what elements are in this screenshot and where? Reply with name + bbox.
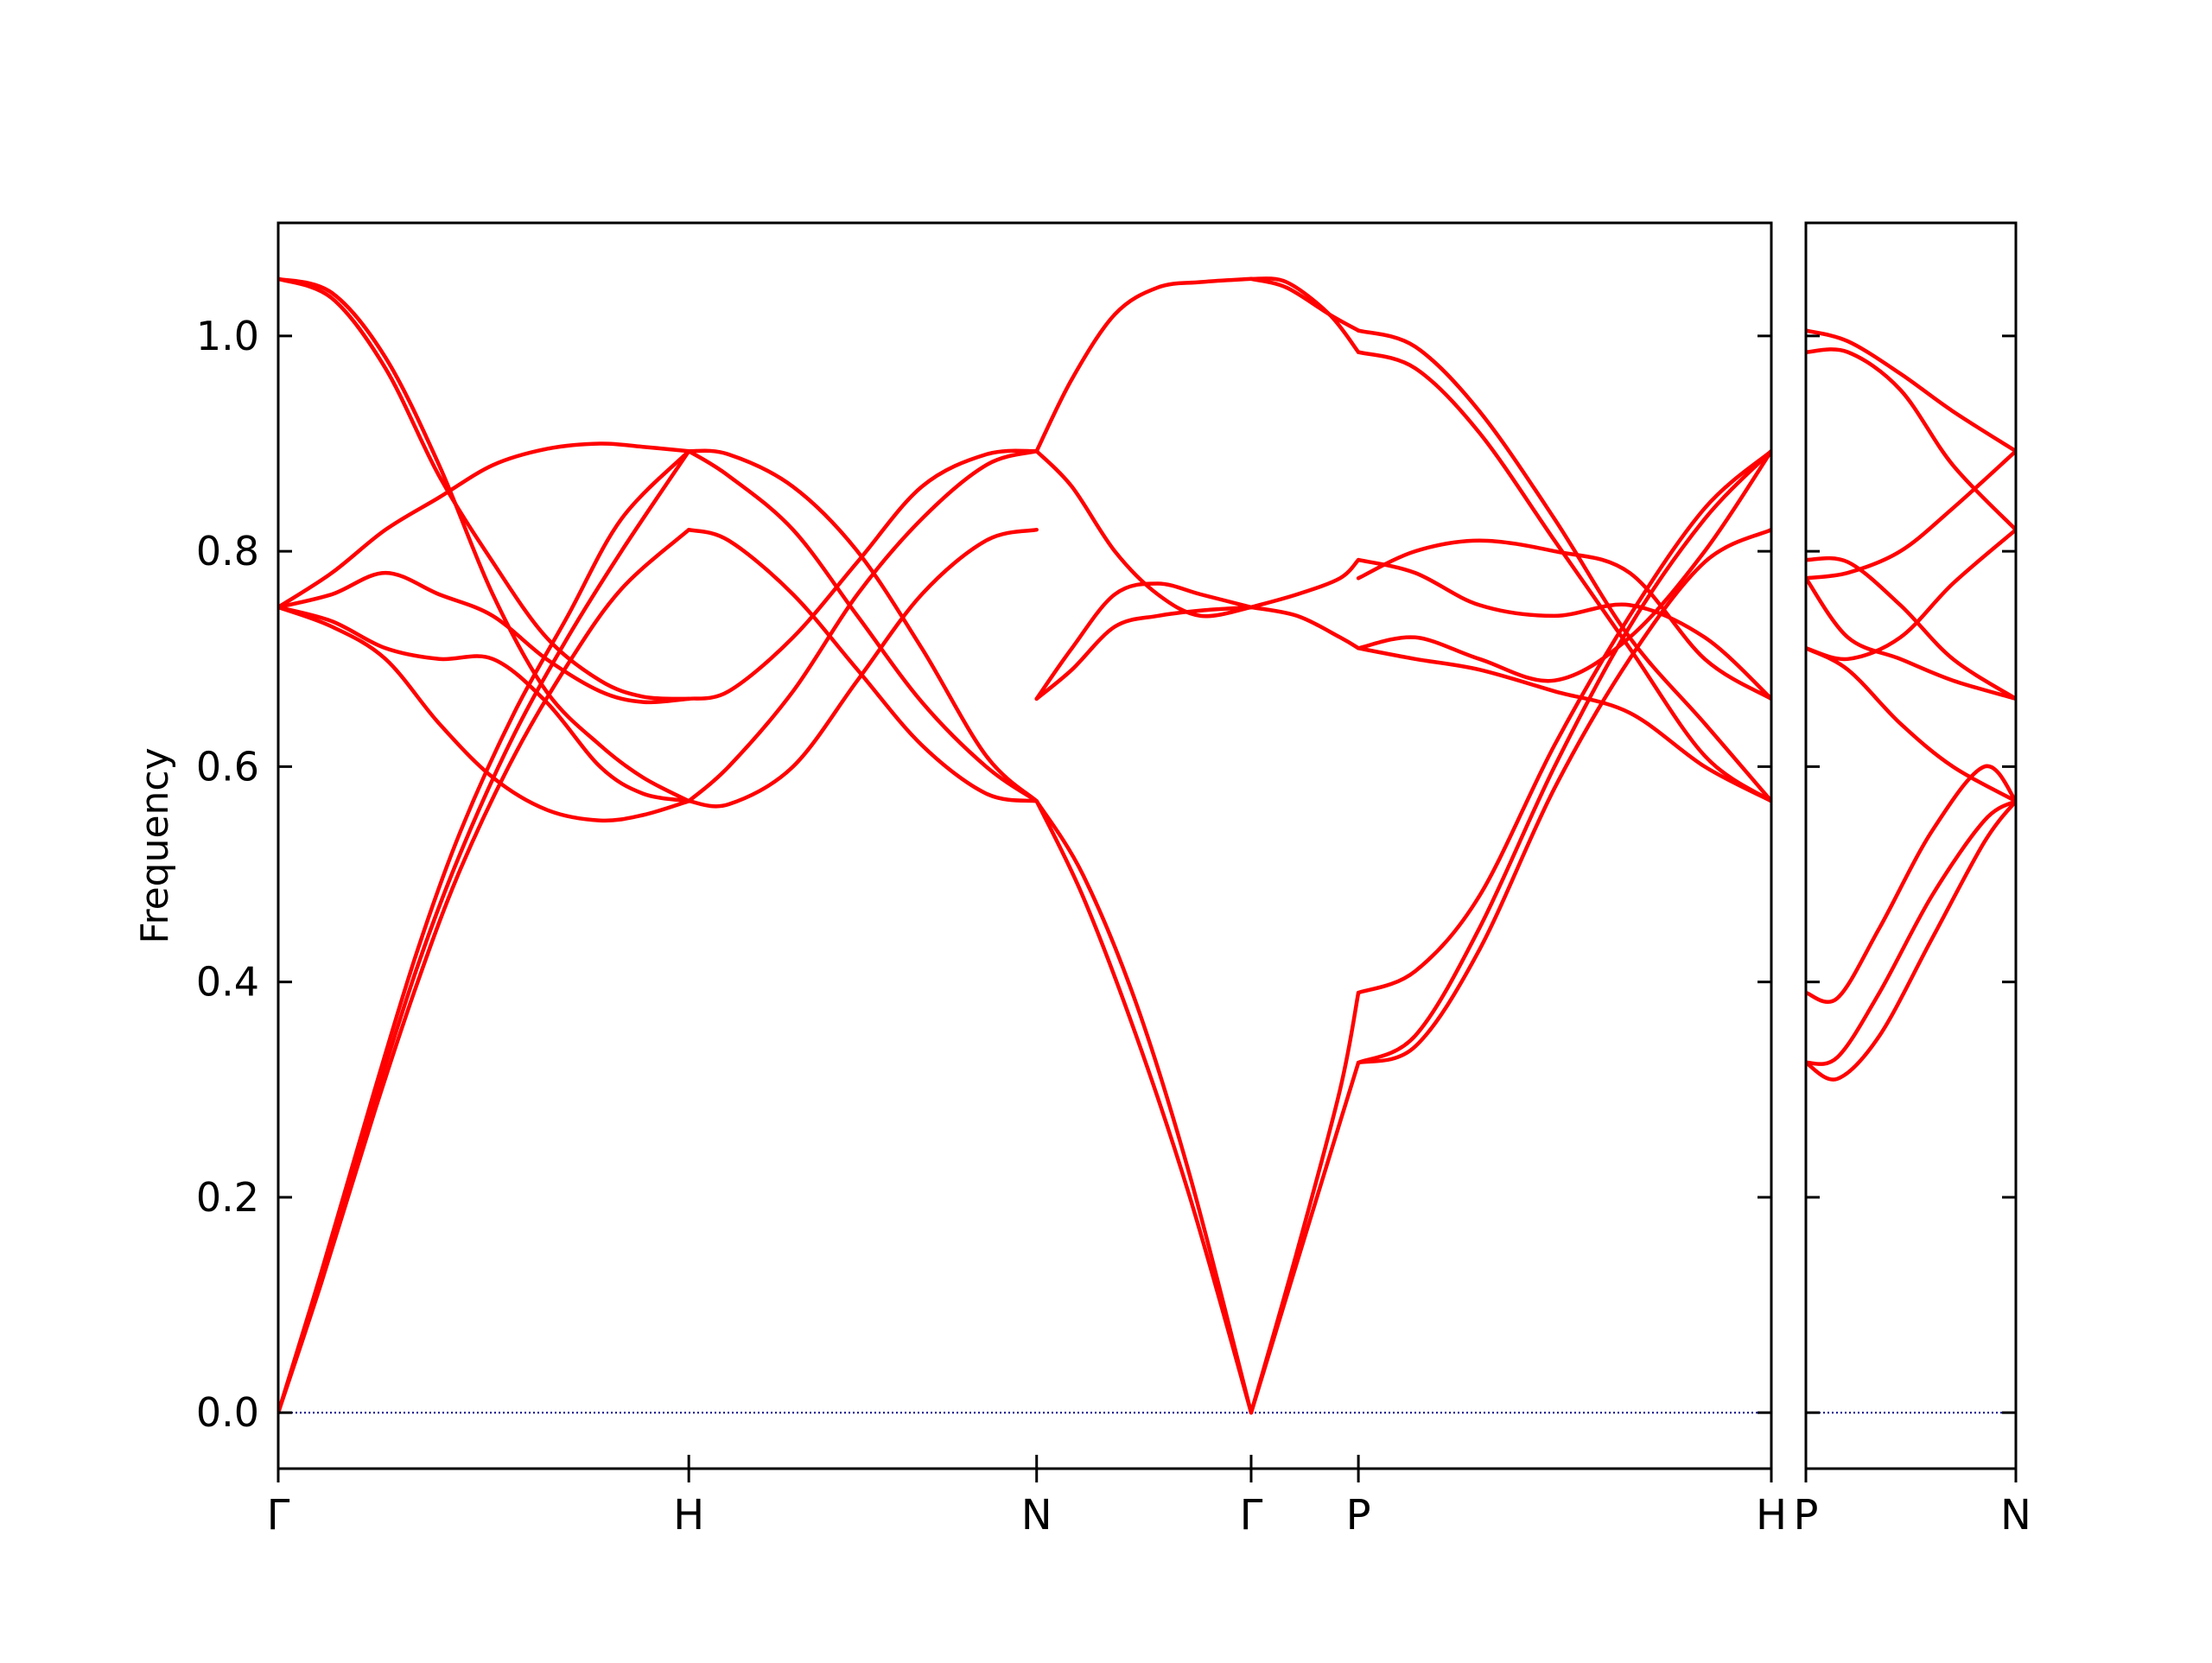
y-axis-label: Frequency bbox=[133, 747, 177, 943]
left-panel-band-line-5 bbox=[278, 570, 691, 705]
left-panel-band-line-29 bbox=[1356, 527, 1771, 1065]
left-panel-band-line-24 bbox=[1249, 276, 1361, 333]
ytick-label-0: 0.0 bbox=[196, 1389, 259, 1436]
right-panel-band-line-4 bbox=[1806, 347, 2016, 532]
left-panel-xtick-label-3: Γ bbox=[1240, 1491, 1263, 1539]
left-panel-band-line-26 bbox=[1249, 605, 1361, 651]
left-panel-band-line-11 bbox=[686, 448, 1039, 701]
left-panel-band-line-20 bbox=[1034, 448, 1254, 619]
ytick-label-4: 0.8 bbox=[196, 528, 259, 574]
left-panel: 0.0 0.2 0.4 0.6 0.8 1.0 Γ H N Γ P H bbox=[196, 221, 1787, 1539]
left-panel-band-line-30 bbox=[1356, 328, 1771, 803]
right-panel-frame bbox=[1804, 221, 2018, 1470]
left-panel-xtick-label-4: P bbox=[1346, 1491, 1371, 1539]
left-panel-band-line-10 bbox=[686, 527, 1039, 803]
ytick-label-3: 0.6 bbox=[196, 743, 259, 790]
left-panel-band-line-33 bbox=[1356, 538, 1771, 701]
right-panel-band-line-6 bbox=[1806, 555, 2016, 701]
right-panel-bands bbox=[1806, 328, 2016, 1414]
left-panel-band-line-3 bbox=[278, 276, 691, 803]
left-panel-band-line-35 bbox=[1356, 448, 1771, 683]
left-panel-xtick-label-5: H bbox=[1756, 1491, 1787, 1539]
left-panel-band-line-23 bbox=[1249, 276, 1361, 354]
ytick-label-1: 0.2 bbox=[196, 1174, 259, 1221]
left-panel-xtick-label-2: N bbox=[1021, 1491, 1052, 1539]
right-panel-band-line-9 bbox=[1806, 576, 2016, 701]
left-panel-band-line-0 bbox=[278, 448, 691, 1415]
right-panel-xtick-label-0: P bbox=[1794, 1491, 1819, 1539]
left-panel-band-line-6 bbox=[278, 441, 691, 610]
right-panel-band-line-8 bbox=[1806, 646, 2016, 803]
right-panel-band-line-0 bbox=[1806, 799, 2016, 1082]
left-panel-band-line-34 bbox=[1356, 646, 1771, 803]
left-panel-band-line-8 bbox=[278, 605, 691, 823]
left-panel-band-line-7 bbox=[278, 605, 691, 803]
left-panel-band-line-25 bbox=[1249, 557, 1361, 610]
left-panel-xtick-label-0: Γ bbox=[267, 1491, 290, 1539]
left-panel-band-line-16 bbox=[1034, 799, 1254, 1415]
left-panel-band-line-27 bbox=[1356, 448, 1771, 1065]
left-panel-bands bbox=[278, 276, 1771, 1415]
ytick-label-2: 0.4 bbox=[196, 959, 259, 1006]
left-panel-xtick-label-1: H bbox=[673, 1491, 704, 1539]
left-panel-band-line-15 bbox=[1034, 799, 1254, 1415]
left-panel-band-line-32 bbox=[1356, 557, 1771, 701]
right-panel-band-line-3 bbox=[1806, 328, 2016, 454]
left-panel-band-line-14 bbox=[686, 448, 1039, 803]
left-panel-frame bbox=[276, 221, 1773, 1470]
right-panel-xtick-label-1: N bbox=[2000, 1491, 2031, 1539]
right-panel-band-line-1 bbox=[1806, 799, 2016, 1066]
left-panel-band-line-28 bbox=[1356, 448, 1771, 995]
left-panel-band-line-31 bbox=[1356, 350, 1771, 803]
right-panel-band-line-2 bbox=[1806, 764, 2016, 1005]
left-panel-band-line-13 bbox=[686, 448, 1039, 803]
left-panel-band-line-4 bbox=[278, 276, 691, 701]
left-panel-band-line-9 bbox=[686, 448, 1039, 803]
left-panel-band-line-1 bbox=[278, 448, 691, 1415]
left-panel-band-line-19 bbox=[1034, 276, 1254, 454]
left-panel-band-line-2 bbox=[278, 527, 691, 1415]
right-panel-band-line-5 bbox=[1806, 448, 2016, 581]
left-panel-band-line-22 bbox=[1249, 990, 1361, 1415]
left-panel-band-line-17 bbox=[1034, 605, 1254, 701]
left-panel-band-line-18 bbox=[1034, 581, 1254, 701]
left-panel-band-line-12 bbox=[686, 527, 1039, 809]
right-panel-band-line-7 bbox=[1806, 527, 2016, 662]
ytick-label-5: 1.0 bbox=[196, 313, 259, 359]
